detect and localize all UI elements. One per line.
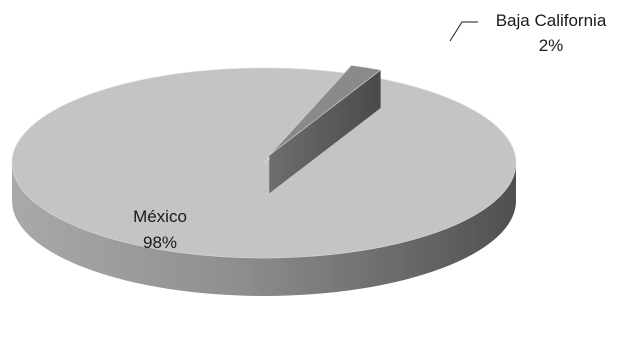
slice-label-baja-california-name: Baja California	[496, 11, 607, 30]
slice-side-mexico	[12, 163, 516, 296]
pie-slices	[11, 65, 517, 296]
slice-label-mexico-name: México	[133, 207, 187, 226]
slice-baja-california	[269, 65, 382, 156]
slice-label-mexico-value: 98%	[143, 233, 177, 252]
leader-line-baja-california	[449, 21, 478, 42]
slice-cut-wall-baja-california-b	[269, 70, 381, 194]
pie-labels: México 98% Baja California 2%	[133, 11, 607, 252]
slice-mexico	[11, 67, 517, 259]
slice-label-baja-california-value: 2%	[539, 36, 564, 55]
